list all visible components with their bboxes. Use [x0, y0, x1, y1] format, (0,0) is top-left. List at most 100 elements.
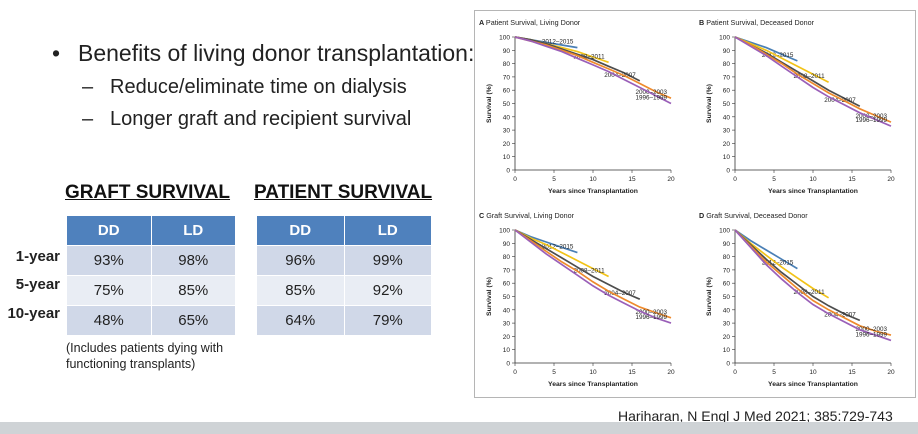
survival-charts-svg: A Patient Survival, Living Donor 0 10 20 30 4… [479, 18, 895, 388]
y-tick-label: 40 [723, 307, 731, 314]
y-tick-label: 40 [503, 307, 511, 314]
series-line [734, 36, 892, 127]
y-axis-label: Survival (%) [706, 277, 713, 316]
y-tick-label: 70 [723, 267, 731, 274]
series-label: 2004–2007 [604, 290, 636, 297]
x-axis-label: Years since Transplantation [768, 381, 858, 388]
x-tick-label: 20 [667, 176, 675, 183]
x-tick-label: 10 [589, 369, 597, 376]
series-label: 2008–2011 [794, 73, 826, 80]
y-tick-label: 10 [503, 347, 511, 354]
chart-panel-C: C Graft Survival, Living Donor 0 10 20 30 40 5… [479, 211, 675, 388]
table-row: 96% 99% [256, 245, 432, 276]
y-tick-label: 100 [719, 35, 730, 42]
series-label: 1996–1999 [855, 117, 887, 124]
y-tick-label: 10 [723, 347, 731, 354]
y-tick-label: 10 [723, 154, 731, 161]
panel-title: B Patient Survival, Deceased Donor [699, 18, 815, 27]
bottom-bar [0, 422, 918, 434]
bullet-sub-2: – Longer graft and recipient survival [52, 106, 474, 132]
bullet-dash: – [82, 76, 94, 98]
series-line [514, 36, 641, 82]
x-tick-label: 5 [552, 369, 556, 376]
x-tick-label: 0 [513, 176, 517, 183]
y-tick-label: 80 [503, 61, 511, 68]
y-tick-label: 20 [723, 334, 731, 341]
y-tick-label: 90 [503, 241, 511, 248]
panel-title: D Graft Survival, Deceased Donor [699, 211, 808, 220]
bullet-dot: • [52, 40, 61, 66]
y-tick-label: 80 [723, 61, 731, 68]
series-line [734, 229, 830, 299]
series-label: 1996–1999 [635, 314, 667, 321]
y-tick-label: 80 [723, 254, 731, 261]
y-tick-label: 20 [723, 141, 731, 148]
chart-panel-D: D Graft Survival, Deceased Donor 0 10 20 30 4… [699, 211, 895, 388]
table-cell: 65% [150, 305, 236, 336]
y-tick-label: 90 [503, 48, 511, 55]
bullet-dash: – [82, 108, 94, 130]
y-tick-label: 70 [503, 74, 511, 81]
chart-panel-B: B Patient Survival, Deceased Donor 0 10 20 3… [699, 18, 895, 195]
y-tick-label: 0 [726, 361, 730, 368]
series-label: 2012–2015 [542, 39, 574, 46]
bullet-main: • Benefits of living donor transplantati… [52, 38, 474, 68]
y-tick-label: 90 [723, 241, 731, 248]
y-tick-label: 70 [723, 74, 731, 81]
series-line [514, 229, 609, 278]
table-cell: 75% [66, 275, 152, 306]
y-tick-label: 90 [723, 48, 731, 55]
table-row: 64% 79% [256, 305, 432, 336]
series-label: 2012–2015 [762, 260, 794, 267]
series-line [514, 229, 672, 319]
x-tick-label: 0 [733, 176, 737, 183]
y-tick-label: 20 [503, 141, 511, 148]
y-tick-label: 100 [499, 228, 510, 235]
graft-survival-title: GRAFT SURVIVAL [65, 182, 231, 203]
x-axis-label: Years since Transplantation [768, 188, 858, 195]
panel-letter: B [699, 18, 706, 27]
y-tick-label: 60 [723, 88, 731, 95]
y-axis-label: Survival (%) [706, 84, 713, 123]
x-tick-label: 0 [733, 369, 737, 376]
y-tick-label: 50 [503, 101, 511, 108]
series-line [514, 36, 672, 105]
series-line [734, 36, 829, 83]
y-tick-label: 50 [503, 294, 511, 301]
x-axis-label: Years since Transplantation [548, 381, 638, 388]
header-dd: DD [256, 215, 345, 246]
table-header-row: DD LD [66, 215, 236, 246]
series-line [734, 229, 798, 270]
survival-figure: A Patient Survival, Living Donor 0 10 20 30 4… [474, 10, 916, 398]
footnote: (Includes patients dying with functionin… [66, 341, 224, 371]
y-tick-label: 0 [726, 168, 730, 175]
y-tick-label: 40 [723, 114, 731, 121]
panel-letter: D [699, 211, 706, 220]
y-tick-label: 60 [503, 281, 511, 288]
row-label-10-year: 10-year [7, 305, 60, 322]
x-tick-label: 15 [628, 369, 636, 376]
y-tick-label: 30 [723, 321, 731, 328]
y-tick-label: 30 [503, 128, 511, 135]
panel-title-text: Patient Survival, Deceased Donor [706, 18, 814, 27]
table-cell: 48% [66, 305, 152, 336]
panel-title-text: Graft Survival, Living Donor [486, 211, 574, 220]
chart-panel-A: A Patient Survival, Living Donor 0 10 20 30 4… [479, 18, 675, 195]
y-tick-label: 40 [503, 114, 511, 121]
y-tick-label: 50 [723, 294, 731, 301]
x-tick-label: 10 [809, 176, 817, 183]
series-label: 2008–2011 [794, 289, 826, 296]
x-tick-label: 20 [887, 176, 895, 183]
bullet-sub-1: – Reduce/eliminate time on dialysis [52, 74, 474, 100]
x-tick-label: 10 [589, 176, 597, 183]
y-tick-label: 20 [503, 334, 511, 341]
series-line [734, 229, 861, 322]
panel-title-text: Graft Survival, Deceased Donor [706, 211, 808, 220]
y-tick-label: 70 [503, 267, 511, 274]
row-label-1-year: 1-year [15, 248, 60, 265]
panel-title: C Graft Survival, Living Donor [479, 211, 575, 220]
series-line [514, 229, 672, 324]
series-line [514, 229, 641, 300]
table-cell: 79% [343, 305, 432, 336]
x-tick-label: 20 [887, 369, 895, 376]
